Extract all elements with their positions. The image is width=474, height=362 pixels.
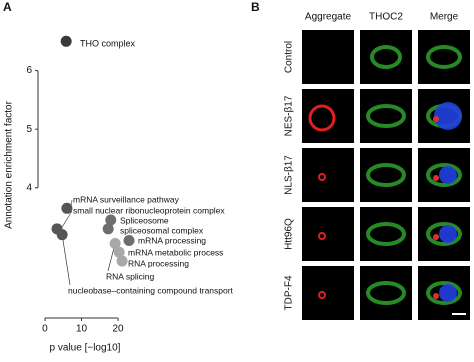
aggregate — [318, 232, 326, 240]
x-tick-label: 20 — [113, 324, 125, 335]
leader-line — [60, 210, 73, 229]
stain — [426, 222, 462, 246]
point-label: RNA processing — [128, 258, 189, 268]
nucleus — [439, 225, 457, 243]
aggregate — [433, 293, 439, 299]
x-tick-label: 0 — [42, 324, 48, 335]
stain — [366, 163, 406, 187]
point-label: mRNA metabolic process — [128, 247, 223, 257]
point-label: small nuclear ribonucleoprotein complex — [73, 205, 225, 215]
point — [56, 229, 68, 241]
aggregate — [318, 173, 326, 181]
aggregate — [318, 291, 326, 299]
y-tick-label: 6 — [26, 65, 32, 76]
point — [60, 35, 72, 47]
point-label: nucleobase–containing compound transport — [68, 285, 234, 295]
row-label: TDP-F4 — [284, 275, 295, 310]
micrograph — [360, 30, 412, 84]
stain — [426, 281, 462, 305]
micrograph — [302, 207, 354, 261]
point-label: THO complex — [80, 38, 136, 48]
point — [123, 235, 135, 247]
y-tick-label: 4 — [26, 182, 32, 193]
y-axis-title: Annotation enrichment factor — [4, 100, 15, 229]
aggregate — [433, 116, 439, 122]
column-header: THOC2 — [369, 12, 403, 23]
leader-line — [61, 234, 71, 286]
aggregate — [433, 175, 439, 181]
point-label: spliceosomal complex — [120, 225, 204, 235]
point-label: RNA splicing — [106, 271, 154, 281]
row-label: NLS-β17 — [284, 155, 295, 195]
micrograph — [302, 148, 354, 202]
aggregate — [433, 234, 439, 240]
point — [116, 255, 128, 267]
row-label: Htt96Q — [284, 218, 295, 250]
stain — [426, 45, 462, 69]
nucleus — [439, 284, 457, 302]
x-axis-title: p value [−log10] — [50, 343, 121, 354]
point-label: Spliceosome — [120, 215, 169, 225]
column-header: Aggregate — [305, 12, 352, 23]
stain — [426, 163, 462, 187]
column-header: Merge — [430, 12, 459, 23]
stain — [370, 45, 402, 69]
stain — [366, 104, 406, 128]
row-label: Control — [284, 41, 295, 73]
micrograph — [302, 266, 354, 320]
micrograph — [418, 30, 470, 84]
stain — [366, 222, 406, 246]
nucleus — [439, 166, 457, 184]
aggregate — [308, 104, 336, 132]
y-tick-label: 5 — [26, 124, 32, 135]
x-tick-label: 10 — [76, 324, 88, 335]
point — [113, 246, 125, 258]
panel-label: B — [251, 0, 260, 14]
point — [61, 202, 73, 214]
point — [102, 223, 114, 235]
row-label: NES-β17 — [284, 95, 295, 136]
point — [109, 237, 121, 249]
point-label: mRNA surveillance pathway — [73, 194, 180, 204]
micrograph — [302, 30, 354, 84]
point — [105, 214, 117, 226]
nucleus — [434, 102, 462, 130]
stain — [366, 281, 406, 305]
point-label: mRNA processing — [138, 235, 206, 245]
panel-label: A — [3, 0, 12, 14]
